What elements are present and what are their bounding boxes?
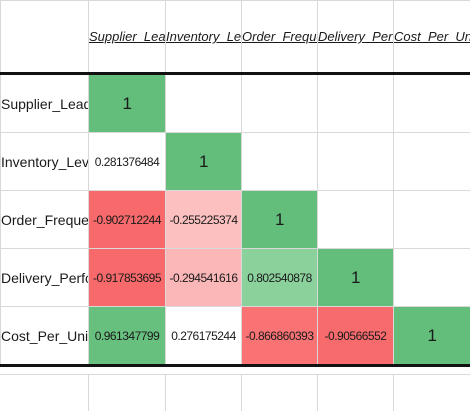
matrix-cell[interactable]: 0.961347799 [89, 307, 166, 366]
matrix-cell[interactable]: -0.917853695 [89, 249, 166, 307]
matrix-cell[interactable]: -0.255225374 [166, 191, 242, 249]
matrix-cell[interactable] [166, 74, 242, 133]
column-header[interactable]: Supplier_Lead_Time [89, 1, 166, 74]
corner-cell[interactable] [1, 1, 89, 74]
table-row: Supplier_Lead_Time 1 [1, 74, 470, 133]
gridline [241, 375, 242, 411]
matrix-cell[interactable] [318, 133, 394, 191]
matrix-cell[interactable] [394, 191, 470, 249]
empty-grid-area[interactable] [0, 374, 470, 411]
column-header[interactable]: Inventory_Levels [166, 1, 242, 74]
matrix-cell[interactable]: 0.276175244 [166, 307, 242, 366]
table-row: Inventory_Levels 0.281376484 1 [1, 133, 470, 191]
row-header[interactable]: Inventory_Levels [1, 133, 89, 191]
column-header[interactable]: Cost_Per_Unit [394, 1, 470, 74]
row-header[interactable]: Cost_Per_Unit [1, 307, 89, 366]
matrix-cell[interactable] [394, 249, 470, 307]
matrix-cell[interactable] [318, 74, 394, 133]
row-header[interactable]: Supplier_Lead_Time [1, 74, 89, 133]
matrix-cell[interactable] [394, 74, 470, 133]
matrix-cell[interactable]: 1 [89, 74, 166, 133]
gridline [88, 375, 89, 411]
gridline [165, 375, 166, 411]
matrix-cell[interactable]: -0.90566552 [318, 307, 394, 366]
row-header[interactable]: Order_Frequency [1, 191, 89, 249]
matrix-cell[interactable]: 1 [394, 307, 470, 366]
table-row: Delivery_Performance -0.917853695 -0.294… [1, 249, 470, 307]
matrix-cell[interactable] [242, 74, 318, 133]
matrix-cell[interactable]: 0.281376484 [89, 133, 166, 191]
table-row: Order_Frequency -0.902712244 -0.25522537… [1, 191, 470, 249]
column-header[interactable]: Delivery_Performance [318, 1, 394, 74]
matrix-cell[interactable]: -0.294541616 [166, 249, 242, 307]
table-row: Cost_Per_Unit 0.961347799 0.276175244 -0… [1, 307, 470, 366]
column-header[interactable]: Order_Frequency [242, 1, 318, 74]
matrix-cell[interactable]: 1 [242, 191, 318, 249]
matrix-cell[interactable]: 0.802540878 [242, 249, 318, 307]
gridline [393, 375, 394, 411]
matrix-cell[interactable] [242, 133, 318, 191]
header-row: Supplier_Lead_Time Inventory_Levels Orde… [1, 1, 470, 74]
matrix-cell[interactable]: -0.902712244 [89, 191, 166, 249]
row-header[interactable]: Delivery_Performance [1, 249, 89, 307]
matrix-cell[interactable]: 1 [166, 133, 242, 191]
matrix-cell[interactable] [318, 191, 394, 249]
correlation-matrix: Supplier_Lead_Time Inventory_Levels Orde… [0, 0, 470, 367]
matrix-cell[interactable]: 1 [318, 249, 394, 307]
matrix-cell[interactable] [394, 133, 470, 191]
matrix-cell[interactable]: -0.866860393 [242, 307, 318, 366]
gridline [317, 375, 318, 411]
